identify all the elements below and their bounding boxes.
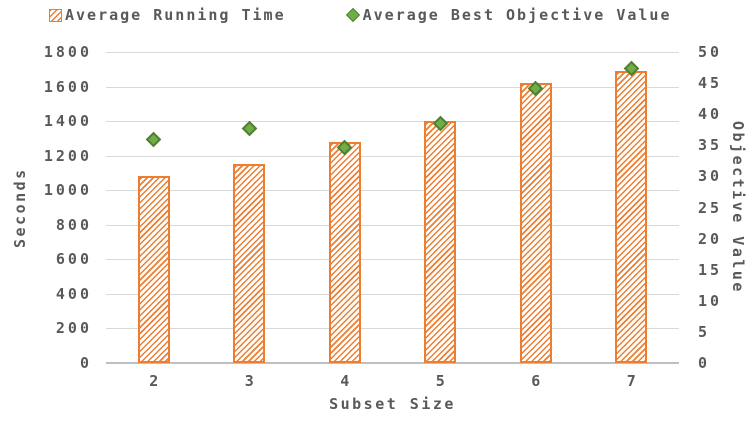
gridline xyxy=(106,155,679,157)
x-axis-tick-label: 5 xyxy=(435,372,445,390)
left-axis-tick-label: 1600 xyxy=(43,77,92,96)
marker-subset-3 xyxy=(241,120,258,137)
left-axis-title: Seconds xyxy=(11,167,29,248)
bar-subset-7 xyxy=(615,71,648,363)
gridline xyxy=(106,52,679,53)
gridline xyxy=(106,328,679,330)
x-axis-tick-label: 6 xyxy=(531,372,541,390)
gridline xyxy=(106,293,679,295)
right-axis-tick-label: 15 xyxy=(698,260,723,279)
left-axis-tick-label: 200 xyxy=(55,319,92,338)
x-axis-tick-label: 3 xyxy=(244,372,254,390)
right-axis-tick-label: 10 xyxy=(698,291,723,310)
diamond-icon xyxy=(345,7,360,23)
hatched-square-icon xyxy=(49,8,62,22)
plot-area xyxy=(106,52,679,364)
gridline xyxy=(106,86,679,88)
bar-subset-4 xyxy=(328,141,361,363)
left-axis-tick-label: 1200 xyxy=(43,146,92,165)
x-axis-tick-label: 2 xyxy=(149,372,159,390)
x-axis-tick-label: 7 xyxy=(626,372,636,390)
bar-subset-2 xyxy=(137,175,170,363)
legend-item-running-time: Average Running Time xyxy=(49,6,286,24)
x-axis-line xyxy=(106,362,679,364)
gridline xyxy=(106,190,679,192)
chart-legend: Average Running Time Average Best Object… xyxy=(49,6,672,24)
right-axis-tick-label: 0 xyxy=(698,354,711,372)
right-axis-tick-label: 5 xyxy=(698,322,711,341)
x-axis-title: Subset Size xyxy=(329,395,456,413)
bar-subset-3 xyxy=(233,164,266,363)
right-axis-tick-label: 50 xyxy=(698,43,723,61)
left-axis-tick-label: 1000 xyxy=(43,181,92,200)
right-axis-tick-label: 30 xyxy=(698,167,723,186)
right-axis-tick-label: 35 xyxy=(698,136,723,155)
gridline xyxy=(106,121,679,123)
left-axis-tick-label: 400 xyxy=(55,284,92,303)
right-axis-tick-label: 25 xyxy=(698,198,723,217)
legend-label: Average Running Time xyxy=(65,6,286,24)
left-axis-tick-label: 1800 xyxy=(43,43,92,61)
x-axis-tick-label: 4 xyxy=(340,372,350,390)
gridline xyxy=(106,259,679,261)
legend-label: Average Best Objective Value xyxy=(362,6,672,24)
left-axis-tick-label: 800 xyxy=(55,215,92,234)
bar-subset-6 xyxy=(519,83,552,363)
right-axis-tick-label: 20 xyxy=(698,229,723,248)
left-axis-tick-label: 0 xyxy=(79,354,92,372)
legend-item-objective-value: Average Best Objective Value xyxy=(345,6,672,24)
left-axis-tick-label: 1400 xyxy=(43,112,92,131)
bar-subset-5 xyxy=(424,121,457,363)
gridline xyxy=(106,224,679,226)
right-axis-tick-label: 40 xyxy=(698,105,723,124)
marker-subset-2 xyxy=(145,131,162,147)
right-axis-title: Objective Value xyxy=(729,121,747,294)
left-axis-tick-label: 600 xyxy=(55,250,92,269)
right-axis-tick-label: 45 xyxy=(698,74,723,93)
